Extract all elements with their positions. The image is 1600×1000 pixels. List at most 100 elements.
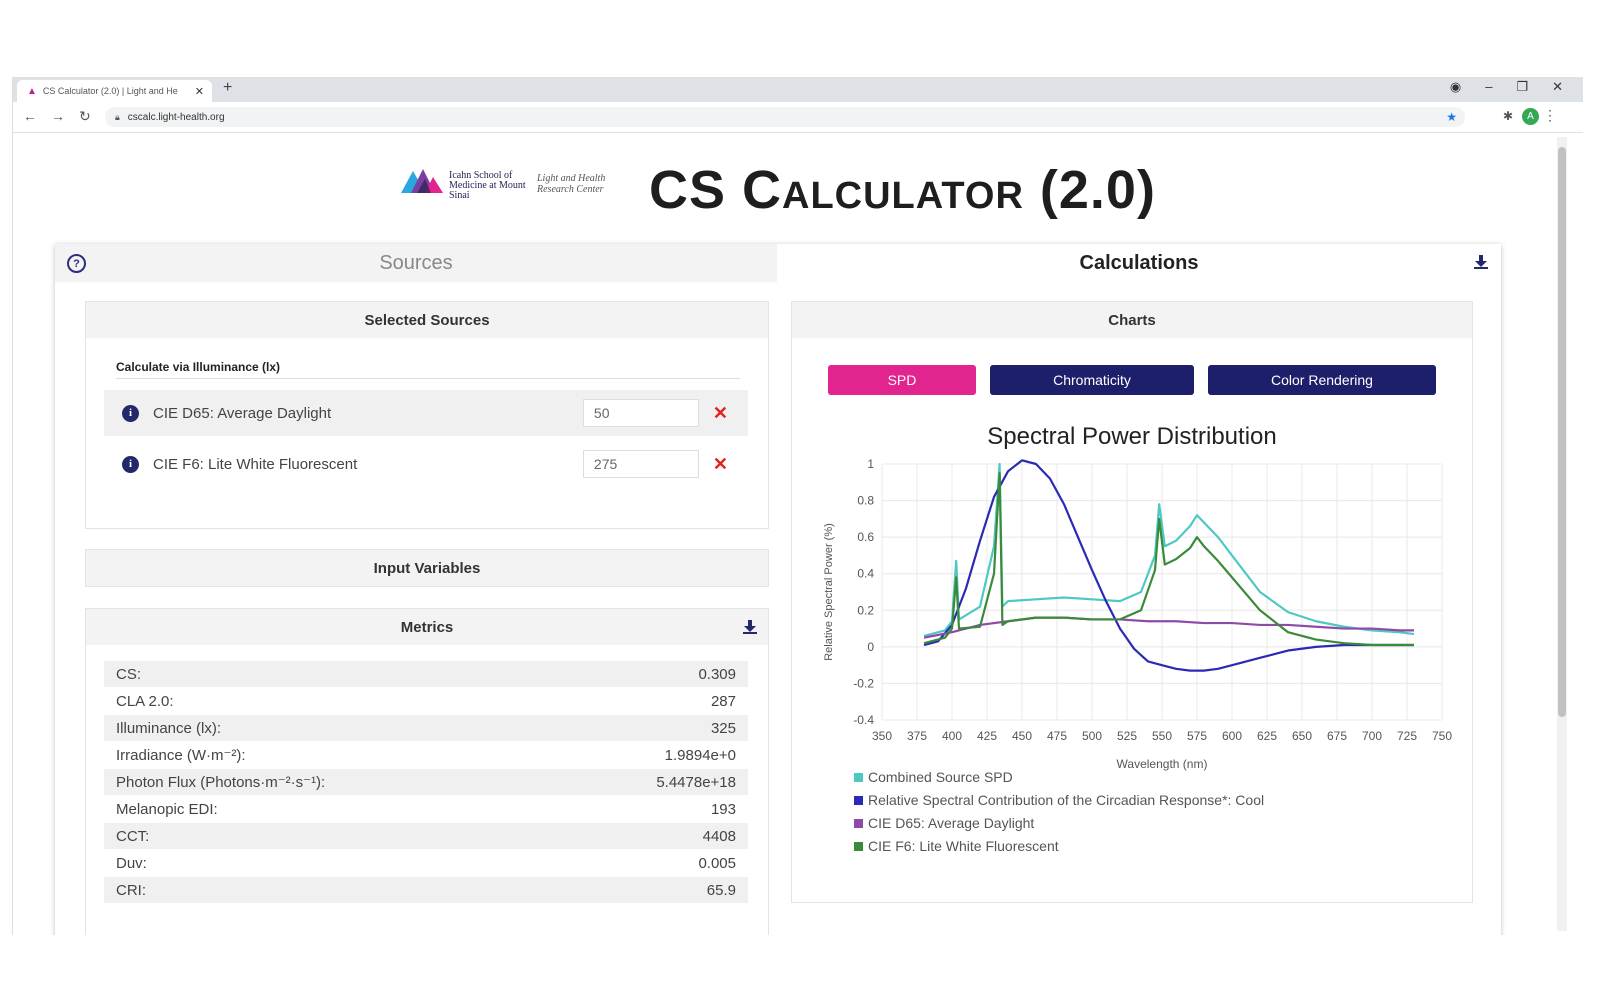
legend-swatch (854, 773, 863, 782)
y-tick-label: 0 (867, 640, 874, 654)
metrics-heading: Metrics (86, 609, 768, 645)
source-name: CIE D65: Average Daylight (153, 404, 332, 422)
metric-value: 4408 (702, 827, 736, 845)
x-tick-label: 675 (1327, 729, 1347, 743)
new-tab-icon[interactable]: + (223, 79, 233, 96)
y-tick-label: 0.4 (857, 567, 874, 581)
page-title: CS Calculator (2.0) (649, 160, 1156, 220)
browser-tab-title: CS Calculator (2.0) | Light and He (42, 86, 178, 96)
y-tick-label: 0.6 (857, 530, 874, 544)
metric-label: Duv: (116, 854, 147, 872)
scrollbar[interactable] (1557, 137, 1567, 931)
download-icon[interactable] (742, 619, 758, 635)
source-row: i CIE F6: Lite White Fluorescent ✕ (104, 441, 748, 487)
info-icon[interactable]: i (122, 455, 139, 473)
x-tick-label: 475 (1047, 729, 1067, 743)
x-tick-label: 350 (872, 729, 892, 743)
page-content: Icahn School of Medicine at Mount Sinai … (13, 133, 1553, 935)
help-icon[interactable]: ? (67, 254, 86, 273)
input-variables-panel[interactable]: Input Variables (85, 549, 769, 587)
info-icon[interactable]: i (122, 404, 139, 422)
download-icon[interactable] (1473, 254, 1489, 270)
metric-row: CS: 0.309 (104, 661, 748, 687)
bookmark-star-icon[interactable]: ★ (1446, 110, 1457, 124)
mount-sinai-logo-icon (401, 169, 443, 193)
metric-label: CRI: (116, 881, 146, 899)
metrics-panel: Metrics CS: 0.309 CLA 2.0: 287 Illuminance (… (85, 608, 769, 935)
x-tick-label: 400 (942, 729, 962, 743)
tab-close-icon[interactable]: ✕ (194, 85, 204, 98)
y-tick-label: -0.4 (853, 713, 874, 727)
legend-label: CIE F6: Lite White Fluorescent (868, 838, 1059, 854)
restore-icon[interactable]: ❐ (1516, 79, 1529, 94)
source-name: CIE F6: Lite White Fluorescent (153, 455, 358, 473)
series-line (923, 459, 1414, 672)
profile-avatar[interactable]: A (1522, 108, 1539, 125)
x-axis-label: Wavelength (nm) (1117, 757, 1208, 771)
menu-icon[interactable]: ⋮ (1543, 107, 1557, 123)
selected-sources-panel: Selected Sources Calculate via Illuminan… (85, 301, 769, 529)
record-icon[interactable]: ◉ (1449, 79, 1462, 94)
series-line (923, 462, 1415, 637)
charts-panel: Charts SPD Chromaticity Color Rendering … (791, 301, 1473, 903)
x-tick-label: 450 (1012, 729, 1032, 743)
page-header: Icahn School of Medicine at Mount Sinai … (401, 155, 1181, 225)
remove-source-icon[interactable]: ✕ (712, 453, 728, 474)
source-value-input[interactable] (582, 450, 699, 478)
metric-row: CCT: 4408 (104, 823, 748, 849)
x-tick-label: 550 (1152, 729, 1172, 743)
window-controls: ◉ – ❐ ✕ (1450, 79, 1563, 95)
x-tick-label: 750 (1432, 729, 1452, 743)
url-text: cscalc.light-health.org (127, 111, 225, 123)
divider (116, 378, 740, 379)
y-axis-label: Relative Spectral Power (%) (823, 523, 835, 661)
metric-row: CRI: 65.9 (104, 877, 748, 903)
forward-icon[interactable]: → (51, 108, 65, 124)
metric-value: 0.309 (698, 665, 736, 683)
metrics-heading-label: Metrics (400, 618, 454, 636)
metric-label: Illuminance (lx): (116, 719, 222, 737)
metric-value: 0.005 (698, 854, 736, 872)
x-tick-label: 650 (1292, 729, 1312, 743)
x-tick-label: 500 (1082, 729, 1102, 743)
selected-sources-heading: Selected Sources (86, 302, 768, 338)
tab-calculations[interactable]: Calculations (777, 244, 1501, 282)
x-tick-label: 525 (1117, 729, 1137, 743)
metric-label: CS: (116, 665, 142, 683)
y-tick-label: 0.2 (857, 603, 874, 617)
reload-icon[interactable]: ↻ (79, 108, 91, 124)
logo-center-text: Light and Health Research Center (537, 173, 606, 195)
color-rendering-button[interactable]: Color Rendering (1208, 365, 1436, 395)
browser-tab[interactable]: ▲ CS Calculator (2.0) | Light and He ✕ (17, 80, 212, 102)
source-row: i CIE D65: Average Daylight ✕ (104, 390, 748, 436)
scrollbar-thumb[interactable] (1558, 147, 1566, 717)
metric-value: 65.9 (706, 881, 736, 899)
legend-swatch (854, 842, 863, 851)
minimize-icon[interactable]: – (1485, 79, 1493, 94)
x-tick-label: 725 (1397, 729, 1417, 743)
back-icon[interactable]: ← (23, 108, 37, 124)
metric-row: Duv: 0.005 (104, 850, 748, 876)
tab-sources[interactable]: ? Sources (55, 244, 777, 282)
legend-label: Relative Spectral Contribution of the Ci… (868, 792, 1264, 808)
chromaticity-button[interactable]: Chromaticity (990, 365, 1194, 395)
spd-button[interactable]: SPD (828, 365, 976, 395)
y-tick-label: -0.2 (853, 676, 874, 690)
x-tick-label: 575 (1187, 729, 1207, 743)
tab-sources-label: Sources (379, 251, 453, 274)
remove-source-icon[interactable]: ✕ (712, 402, 728, 423)
url-field[interactable]: 🔒︎ cscalc.light-health.org ★ (105, 107, 1465, 127)
metric-label: Photon Flux (Photons·m⁻²·s⁻¹): (116, 774, 326, 791)
y-tick-label: 0.8 (857, 494, 874, 508)
metric-value: 287 (710, 692, 736, 710)
x-tick-label: 425 (977, 729, 997, 743)
extensions-icon[interactable]: ✱ (1502, 109, 1513, 123)
nav-buttons: ← → ↻ (23, 108, 91, 125)
charts-heading: Charts (792, 302, 1472, 338)
metric-label: CCT: (116, 827, 150, 845)
source-value-input[interactable] (582, 399, 699, 427)
main-card: ? Sources Calculations Selected Sources … (55, 244, 1501, 935)
x-tick-label: 625 (1257, 729, 1277, 743)
close-window-icon[interactable]: ✕ (1552, 79, 1563, 94)
metric-value: 325 (710, 719, 736, 737)
